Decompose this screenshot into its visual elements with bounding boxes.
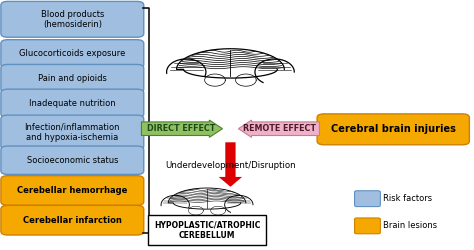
FancyArrow shape <box>238 120 319 137</box>
FancyBboxPatch shape <box>1 89 144 118</box>
Text: Brain lesions: Brain lesions <box>383 221 437 230</box>
Text: DIRECT EFFECT: DIRECT EFFECT <box>147 124 216 133</box>
FancyBboxPatch shape <box>1 205 144 235</box>
Text: Socioeconomic status: Socioeconomic status <box>27 156 118 165</box>
Text: Cerebellar hemorrhage: Cerebellar hemorrhage <box>17 186 128 195</box>
FancyBboxPatch shape <box>355 218 380 234</box>
FancyBboxPatch shape <box>1 2 144 37</box>
FancyArrow shape <box>141 120 222 137</box>
Text: Cerebellar infarction: Cerebellar infarction <box>23 216 122 225</box>
FancyBboxPatch shape <box>1 64 144 93</box>
FancyBboxPatch shape <box>317 114 469 145</box>
FancyBboxPatch shape <box>1 40 144 68</box>
FancyBboxPatch shape <box>148 215 265 245</box>
Text: Cerebral brain injuries: Cerebral brain injuries <box>331 124 456 134</box>
FancyBboxPatch shape <box>355 191 380 206</box>
FancyBboxPatch shape <box>1 176 144 205</box>
Text: Risk factors: Risk factors <box>383 194 432 203</box>
Text: Blood products
(hemosiderin): Blood products (hemosiderin) <box>41 10 104 29</box>
Text: Inadequate nutrition: Inadequate nutrition <box>29 99 116 108</box>
Text: Infection/inflammation
and hypoxia-ischemia: Infection/inflammation and hypoxia-ische… <box>25 123 120 142</box>
FancyBboxPatch shape <box>1 115 144 150</box>
Text: HYPOPLASTIC/ATROPHIC
CEREBELLUM: HYPOPLASTIC/ATROPHIC CEREBELLUM <box>154 220 260 240</box>
Text: Underdevelopment/Disruption: Underdevelopment/Disruption <box>165 160 296 170</box>
Text: REMOTE EFFECT: REMOTE EFFECT <box>243 124 316 133</box>
Text: Pain and opioids: Pain and opioids <box>38 74 107 83</box>
FancyBboxPatch shape <box>1 146 144 174</box>
FancyArrow shape <box>219 142 242 187</box>
Text: Glucocorticoids exposure: Glucocorticoids exposure <box>19 50 126 58</box>
